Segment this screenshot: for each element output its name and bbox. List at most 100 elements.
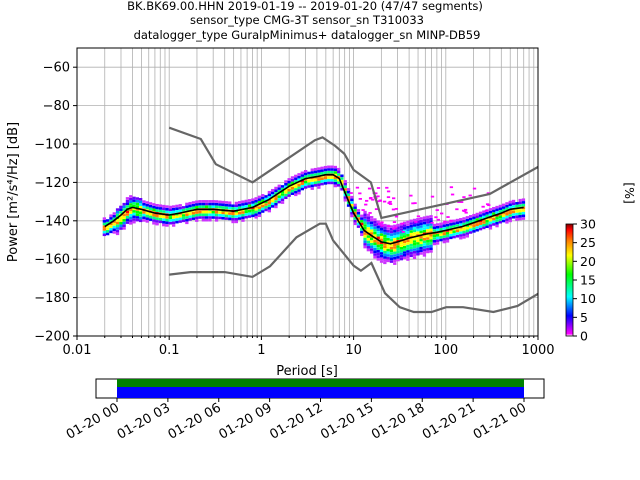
heat-cell — [234, 215, 239, 218]
heat-cell — [455, 229, 460, 233]
heat-cell — [366, 227, 371, 230]
heat-cell — [469, 228, 473, 232]
heat-cell — [386, 196, 391, 199]
heat-cell — [379, 233, 384, 236]
heat-cell — [280, 198, 285, 202]
heat-cell — [172, 224, 176, 227]
heat-cell — [231, 217, 235, 221]
heat-cell — [495, 216, 499, 220]
heat-cell — [234, 220, 239, 224]
heat-cell — [409, 222, 413, 225]
heat-cell — [363, 226, 367, 230]
heat-cell — [430, 221, 434, 224]
heat-cell — [178, 209, 182, 213]
heat-cell — [320, 180, 324, 183]
x-tick-label: 1 — [257, 343, 265, 358]
heat-cell — [132, 207, 136, 210]
heat-cell — [412, 237, 417, 241]
heat-cell — [396, 253, 400, 256]
heat-cell — [129, 208, 133, 212]
heat-cell — [364, 203, 368, 206]
heat-cell — [185, 202, 189, 206]
heat-cell — [168, 211, 173, 214]
heat-cell — [323, 179, 328, 182]
heat-cell — [333, 181, 338, 185]
heat-cell — [492, 223, 496, 226]
heat-cell — [478, 211, 483, 215]
heat-cell — [463, 208, 468, 211]
heat-cell — [267, 207, 272, 210]
heat-cell — [145, 203, 149, 207]
heat-cell — [403, 251, 407, 254]
heat-cell — [363, 210, 367, 214]
heat-cell — [350, 195, 354, 199]
heat-cell — [422, 245, 427, 249]
timeline-tick-label: 01-20 00 — [64, 400, 122, 442]
heat-cell — [379, 230, 384, 234]
heat-cell — [426, 234, 430, 238]
heat-cell — [323, 168, 328, 172]
heat-cell — [419, 252, 423, 255]
heat-cell — [294, 193, 298, 197]
heat-cell — [300, 174, 305, 177]
timeline-tick-label: 01-20 03 — [115, 400, 173, 442]
heat-cell — [386, 238, 390, 241]
heat-cell — [353, 203, 357, 207]
heat-cell — [129, 197, 133, 201]
heat-cell — [406, 239, 410, 243]
heat-cell — [399, 230, 404, 234]
heat-cell — [422, 237, 427, 241]
heat-cell — [284, 180, 288, 183]
heat-cell — [442, 227, 446, 230]
heat-cell — [267, 193, 272, 197]
heat-cell — [370, 218, 374, 222]
heat-cell — [409, 243, 413, 247]
heat-cell — [376, 233, 380, 237]
y-axis-label: Power [m²/s⁴/Hz] [dB] — [6, 122, 21, 262]
heat-cell — [432, 242, 437, 246]
heat-cell — [361, 209, 365, 211]
heat-cell — [426, 239, 430, 243]
heat-cell — [502, 208, 506, 212]
heat-cell — [304, 175, 308, 178]
heat-cell — [478, 216, 483, 220]
heat-cell — [386, 190, 391, 193]
heat-cell — [434, 216, 438, 219]
title-line-1: BK.BK69.00.HHN 2019-01-19 -- 2019-01-20 … — [127, 0, 483, 13]
heat-cell — [287, 188, 291, 192]
heat-cell — [482, 213, 486, 216]
heat-cell — [416, 242, 420, 245]
heat-cell — [346, 190, 351, 194]
heat-cell — [119, 227, 123, 230]
heat-cell — [310, 187, 314, 190]
heat-cell — [155, 209, 159, 212]
heat-cell — [172, 218, 176, 222]
colorbar-tick-label: 15 — [580, 273, 596, 288]
heat-cell — [459, 218, 463, 221]
heat-cell — [142, 202, 146, 206]
heat-cell — [132, 218, 136, 221]
heat-cell — [452, 235, 456, 239]
heat-cell — [313, 184, 318, 187]
heat-cell — [119, 211, 123, 214]
heat-cell — [508, 206, 512, 209]
heat-cell — [403, 227, 407, 230]
heat-cell — [445, 239, 450, 243]
heat-cell — [119, 219, 123, 222]
heat-cell — [409, 230, 413, 233]
heat-cell — [330, 178, 334, 182]
heat-cell — [257, 195, 262, 199]
heat-cell — [356, 217, 361, 220]
heat-cell — [518, 215, 522, 218]
heat-cell — [185, 208, 189, 211]
heat-cell — [112, 225, 116, 229]
heat-cell — [201, 213, 206, 217]
heat-cell — [280, 187, 285, 191]
heat-cell — [394, 215, 399, 218]
heat-cell — [393, 262, 397, 265]
heat-cell — [304, 180, 308, 184]
heat-cell — [518, 198, 522, 202]
heat-cell — [432, 226, 437, 230]
heat-cell — [112, 228, 116, 232]
heat-cell — [238, 217, 242, 220]
